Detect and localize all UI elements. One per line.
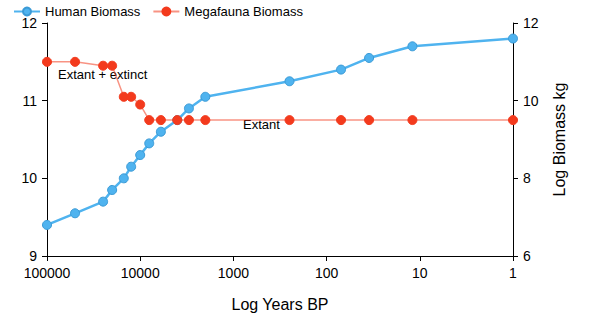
svg-text:10000: 10000 (121, 265, 160, 281)
svg-text:Log Years BP: Log Years BP (232, 296, 329, 313)
svg-text:1000: 1000 (218, 265, 249, 281)
svg-text:100000: 100000 (24, 265, 71, 281)
svg-text:Megafauna Biomass: Megafauna Biomass (184, 4, 303, 19)
svg-text:1: 1 (509, 265, 517, 281)
svg-text:Log Biomass kg: Log Biomass kg (551, 83, 568, 197)
svg-text:12: 12 (21, 15, 37, 31)
svg-text:Human Biomass: Human Biomass (45, 4, 141, 19)
svg-text:8: 8 (523, 170, 531, 186)
svg-text:100: 100 (315, 265, 339, 281)
svg-text:Extant + extinct: Extant + extinct (58, 67, 148, 82)
svg-text:Extant: Extant (243, 117, 280, 132)
svg-text:11: 11 (22, 93, 37, 109)
svg-text:12: 12 (523, 15, 539, 31)
svg-text:10: 10 (412, 265, 428, 281)
svg-text:10: 10 (523, 93, 539, 109)
svg-text:6: 6 (523, 248, 531, 264)
svg-text:10: 10 (21, 170, 37, 186)
svg-text:9: 9 (29, 248, 37, 264)
